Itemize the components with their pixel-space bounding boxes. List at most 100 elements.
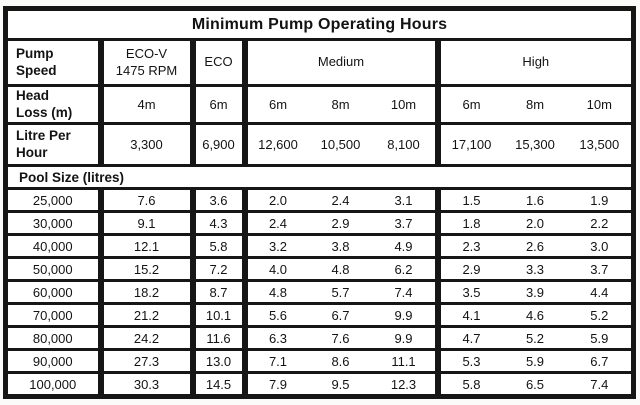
table-row: 25,000 7.6 3.6 2.0 2.4 3.1 1.5 1.6 1.9: [3, 187, 636, 213]
hours-cell: 5.3: [434, 348, 503, 374]
table-title-row: Minimum Pump Operating Hours: [3, 7, 636, 41]
hours-cell: 5.7: [308, 279, 373, 305]
hours-cell: 3.1: [372, 187, 440, 213]
pool-size-label: Pool Size (litres): [3, 164, 636, 190]
hours-cell: 18.2: [97, 279, 195, 305]
hours-cell: 4.0: [241, 256, 309, 282]
head-loss-label: Head Loss (m): [3, 84, 103, 125]
litre-per-hour-cell: 12,600: [241, 122, 309, 167]
hours-cell: 5.2: [502, 325, 568, 351]
hours-cell: 4.7: [434, 325, 503, 351]
hours-cell: 3.7: [567, 256, 636, 282]
hours-cell: 27.3: [97, 348, 195, 374]
hours-cell: 4.4: [567, 279, 636, 305]
hours-cell: 5.8: [434, 371, 503, 398]
litre-per-hour-cell: 8,100: [372, 122, 440, 167]
hours-cell: 6.2: [372, 256, 440, 282]
table-title: Minimum Pump Operating Hours: [3, 7, 636, 41]
hours-cell: 1.6: [502, 187, 568, 213]
hours-cell: 6.5: [502, 371, 568, 398]
litre-per-hour-cell: 13,500: [567, 122, 636, 167]
hours-cell: 5.2: [567, 302, 636, 328]
pool-size-value: 50,000: [3, 256, 103, 282]
head-loss-cell: 6m: [241, 84, 309, 125]
pool-size-value: 100,000: [3, 371, 103, 398]
table-row: 50,000 15.2 7.2 4.0 4.8 6.2 2.9 3.3 3.7: [3, 256, 636, 282]
hours-cell: 5.8: [189, 233, 247, 259]
hours-cell: 3.9: [502, 279, 568, 305]
hours-cell: 7.1: [241, 348, 309, 374]
hours-cell: 24.2: [97, 325, 195, 351]
hours-cell: 7.6: [308, 325, 373, 351]
pool-size-value: 40,000: [3, 233, 103, 259]
table-row: 80,000 24.2 11.6 6.3 7.6 9.9 4.7 5.2 5.9: [3, 325, 636, 351]
hours-cell: 2.0: [241, 187, 309, 213]
hours-cell: 2.9: [434, 256, 503, 282]
head-loss-row: Head Loss (m) 4m 6m 6m 8m 10m 6m 8m 10m: [3, 84, 636, 125]
hours-cell: 4.6: [502, 302, 568, 328]
hours-cell: 2.4: [241, 210, 309, 236]
hours-cell: 7.4: [567, 371, 636, 398]
hours-cell: 11.1: [372, 348, 440, 374]
hours-cell: 8.7: [189, 279, 247, 305]
hours-cell: 4.1: [434, 302, 503, 328]
hours-cell: 5.9: [567, 325, 636, 351]
litre-per-hour-cell: 15,300: [502, 122, 568, 167]
hours-cell: 7.2: [189, 256, 247, 282]
hours-cell: 6.7: [567, 348, 636, 374]
hours-cell: 30.3: [97, 371, 195, 398]
hours-cell: 2.6: [502, 233, 568, 259]
table-row: 30,000 9.1 4.3 2.4 2.9 3.7 1.8 2.0 2.2: [3, 210, 636, 236]
hours-cell: 2.0: [502, 210, 568, 236]
hours-cell: 21.2: [97, 302, 195, 328]
hours-cell: 3.8: [308, 233, 373, 259]
head-loss-cell: 6m: [189, 84, 247, 125]
head-loss-cell: 8m: [502, 84, 568, 125]
hours-cell: 5.6: [241, 302, 309, 328]
hours-cell: 14.5: [189, 371, 247, 398]
litre-per-hour-cell: 6,900: [189, 122, 247, 167]
table-row: 60,000 18.2 8.7 4.8 5.7 7.4 3.5 3.9 4.4: [3, 279, 636, 305]
hours-cell: 2.9: [308, 210, 373, 236]
hours-cell: 7.9: [241, 371, 309, 398]
hours-cell: 9.5: [308, 371, 373, 398]
hours-cell: 1.5: [434, 187, 503, 213]
hours-cell: 2.3: [434, 233, 503, 259]
pump-operating-hours-table: Minimum Pump Operating Hours Pump Speed …: [3, 6, 637, 399]
pool-size-value: 25,000: [3, 187, 103, 213]
litre-per-hour-label: Litre Per Hour: [3, 122, 103, 167]
head-loss-cell: 10m: [372, 84, 440, 125]
hours-cell: 4.3: [189, 210, 247, 236]
hours-cell: 15.2: [97, 256, 195, 282]
hours-cell: 9.9: [372, 325, 440, 351]
hours-cell: 2.4: [308, 187, 373, 213]
hours-cell: 4.9: [372, 233, 440, 259]
hours-cell: 6.3: [241, 325, 309, 351]
table-row: 90,000 27.3 13.0 7.1 8.6 11.1 5.3 5.9 6.…: [3, 348, 636, 374]
hours-cell: 1.8: [434, 210, 503, 236]
hours-cell: 3.0: [567, 233, 636, 259]
pool-size-section-row: Pool Size (litres): [3, 164, 636, 190]
hours-cell: 3.2: [241, 233, 309, 259]
group-header-medium: Medium: [241, 38, 440, 87]
hours-cell: 8.6: [308, 348, 373, 374]
pump-speed-label: Pump Speed: [3, 38, 103, 87]
head-loss-cell: 10m: [567, 84, 636, 125]
hours-cell: 5.9: [502, 348, 568, 374]
litre-per-hour-cell: 10,500: [308, 122, 373, 167]
hours-cell: 11.6: [189, 325, 247, 351]
hours-cell: 3.5: [434, 279, 503, 305]
litre-per-hour-cell: 17,100: [434, 122, 503, 167]
table-row: 70,000 21.2 10.1 5.6 6.7 9.9 4.1 4.6 5.2: [3, 302, 636, 328]
hours-cell: 13.0: [189, 348, 247, 374]
hours-cell: 10.1: [189, 302, 247, 328]
table-row: 100,000 30.3 14.5 7.9 9.5 12.3 5.8 6.5 7…: [3, 371, 636, 398]
hours-cell: 12.1: [97, 233, 195, 259]
hours-cell: 6.7: [308, 302, 373, 328]
head-loss-cell: 8m: [308, 84, 373, 125]
hours-cell: 4.8: [241, 279, 309, 305]
pool-size-value: 90,000: [3, 348, 103, 374]
pool-size-value: 60,000: [3, 279, 103, 305]
hours-cell: 4.8: [308, 256, 373, 282]
group-header-high: High: [434, 38, 636, 87]
